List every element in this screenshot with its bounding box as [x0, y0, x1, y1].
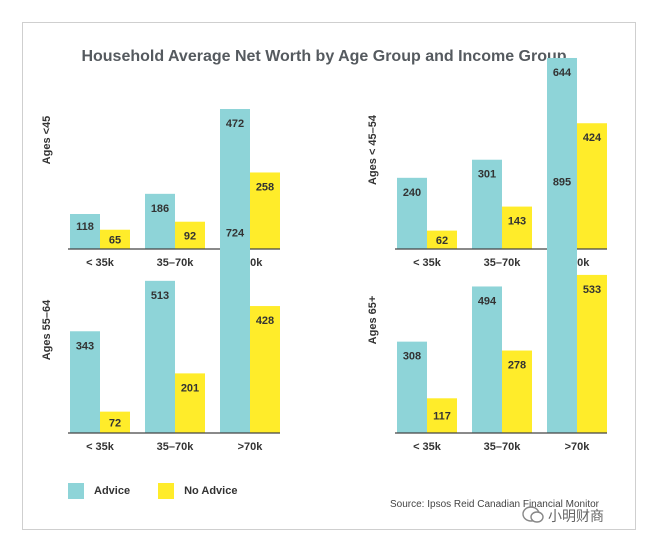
panel-1-bar-no-advice-3	[250, 172, 280, 249]
panel-4-category-label-1: < 35k	[413, 441, 442, 453]
panel-1-value-no-advice-1: 65	[109, 234, 121, 246]
legend-label-no-advice: No Advice	[184, 485, 238, 497]
panel-3-value-advice-3: 724	[226, 227, 245, 239]
chart-title: Household Average Net Worth by Age Group…	[81, 48, 567, 65]
panel-2-value-no-advice-1: 62	[436, 235, 448, 247]
panel-3-category-label-2: 35–70k	[157, 441, 195, 453]
panel-3-category-label-3: >70k	[238, 441, 264, 453]
panel-4-bar-advice-1	[397, 341, 427, 433]
panel-1-bar-no-advice-1	[100, 229, 130, 249]
panel-3-bar-advice-1	[70, 331, 100, 433]
panel-2-value-advice-2: 301	[478, 169, 496, 181]
panel-4-bar-advice-3	[547, 167, 577, 433]
panel-4-value-advice-2: 494	[478, 295, 497, 307]
panel-2-value-no-advice-2: 143	[508, 216, 526, 228]
panel-2-value-advice-3: 644	[553, 67, 572, 79]
panel-4-bar-no-advice-1	[427, 398, 457, 433]
panel-3-value-advice-1: 343	[76, 340, 94, 352]
panel-3-bar-no-advice-1	[100, 411, 130, 433]
panel-1-category-label-2: 35–70k	[157, 257, 195, 269]
panel-1-category-label-1: < 35k	[86, 257, 115, 269]
panel-2-ylabel: Ages < 45–54	[367, 114, 379, 185]
panel-2-bar-advice-2	[472, 159, 502, 249]
panel-2-bar-advice-1	[397, 177, 427, 249]
panel-3-category-label-1: < 35k	[86, 441, 115, 453]
panel-1-value-advice-2: 186	[151, 203, 169, 215]
panel-4-value-no-advice-3: 533	[583, 284, 601, 296]
legend-swatch-advice	[68, 483, 84, 499]
panel-2-bar-no-advice-2	[502, 206, 532, 249]
panel-3-value-no-advice-1: 72	[109, 417, 121, 429]
panel-3-bar-advice-3	[220, 218, 250, 433]
panel-4-bar-advice-2	[472, 286, 502, 433]
panel-4-value-no-advice-2: 278	[508, 360, 526, 372]
panel-1-bar-no-advice-2	[175, 221, 205, 249]
panel-4-category-label-2: 35–70k	[484, 441, 522, 453]
panel-3-bar-no-advice-2	[175, 373, 205, 433]
panel-1-value-advice-3: 472	[226, 118, 244, 130]
panel-1-value-no-advice-2: 92	[184, 230, 196, 242]
panel-3-ylabel: Ages 55–64	[41, 299, 53, 360]
panel-2-value-advice-1: 240	[403, 187, 421, 199]
panel-3-value-no-advice-2: 201	[181, 382, 199, 394]
panel-2-bar-no-advice-3	[577, 123, 607, 249]
panel-2-bar-no-advice-1	[427, 230, 457, 249]
legend-swatch-no-advice	[158, 483, 175, 499]
panel-1-ylabel: Ages <45	[41, 116, 53, 165]
legend: Advice No Advice	[68, 483, 265, 499]
panel-1-value-no-advice-3: 258	[256, 181, 274, 193]
panel-4-bar-no-advice-3	[577, 274, 607, 433]
panel-1-value-advice-1: 118	[76, 221, 94, 233]
panel-4-bar-no-advice-2	[502, 350, 532, 433]
panel-4-value-no-advice-1: 117	[433, 411, 451, 423]
chart-frame	[22, 22, 636, 530]
panel-4-ylabel: Ages 65+	[367, 296, 379, 345]
watermark-text: 小明财商	[548, 508, 604, 524]
panel-4-value-advice-3: 895	[553, 177, 571, 189]
panel-2-category-label-2: 35–70k	[484, 257, 522, 269]
panel-1-bar-advice-1	[70, 214, 100, 249]
panel-3-bar-no-advice-3	[250, 306, 280, 433]
legend-label-advice: Advice	[94, 485, 131, 497]
source-note: Source: Ipsos Reid Canadian Financial Mo…	[390, 499, 599, 510]
panel-2-value-no-advice-3: 424	[583, 132, 602, 144]
panel-4-category-label-3: >70k	[565, 441, 591, 453]
panel-4-value-advice-1: 308	[403, 351, 421, 363]
panel-2-category-label-1: < 35k	[413, 257, 442, 269]
watermark-icon	[522, 506, 544, 523]
panel-3-value-advice-2: 513	[151, 290, 169, 302]
panel-3-bar-advice-2	[145, 280, 175, 433]
panel-3-value-no-advice-3: 428	[256, 315, 274, 327]
legend-item-no-advice: No Advice	[158, 483, 237, 499]
legend-item-advice: Advice	[68, 483, 130, 499]
panel-1-bar-advice-2	[145, 193, 175, 249]
